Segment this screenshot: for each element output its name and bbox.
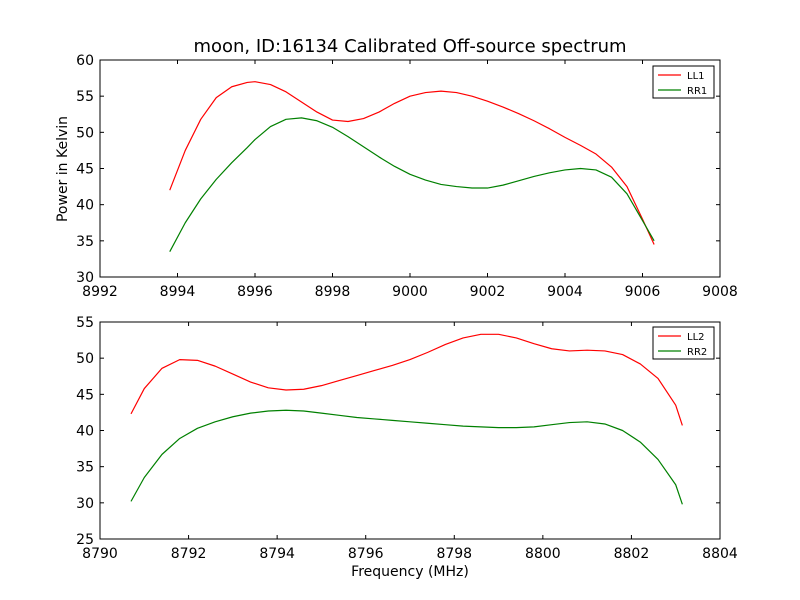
x-tick-label: 8798 [436, 546, 472, 562]
y-tick-label: 55 [76, 89, 94, 105]
x-axis-label: Frequency (MHz) [351, 564, 469, 580]
x-tick-label: 9008 [702, 284, 738, 300]
y-axis-label: Power in Kelvin [55, 116, 71, 222]
x-tick-label: 9006 [625, 284, 661, 300]
x-tick-label: 8998 [315, 284, 351, 300]
legend-label: RR1 [687, 86, 707, 97]
legend-box [652, 326, 715, 360]
y-tick-label: 45 [76, 162, 94, 178]
y-tick-label: 40 [76, 424, 94, 440]
bottom-panel: 8790 8792 8794 8796 8798 8800 8802 8804 25 30 35 40… [76, 315, 738, 562]
x-tick-label: 8996 [237, 284, 273, 300]
legend-label: LL1 [687, 71, 705, 82]
y-tick-label: 25 [76, 532, 94, 548]
y-tick-label: 55 [76, 315, 94, 331]
legend-label: RR2 [687, 347, 707, 358]
y-tick-label: 30 [76, 496, 94, 512]
x-tick-label: 8792 [171, 546, 207, 562]
series-line-ll2 [130, 333, 683, 426]
legend-box [652, 65, 715, 99]
x-tick-label: 9004 [547, 284, 583, 300]
series-line-rr1 [169, 117, 655, 252]
y-tick-label: 50 [76, 125, 94, 141]
x-tick-label: 8790 [82, 546, 118, 562]
x-tick-label: 9000 [392, 284, 428, 300]
series-line-rr2 [130, 409, 683, 505]
y-tick-label: 40 [76, 198, 94, 214]
series-line-ll1 [169, 81, 655, 245]
y-tick-label: 50 [76, 351, 94, 367]
chart-title: moon, ID:16134 Calibrated Off-source spe… [193, 36, 626, 57]
x-tick-label: 8802 [614, 546, 650, 562]
x-tick-label: 8800 [525, 546, 561, 562]
y-tick-label: 30 [76, 270, 94, 286]
y-tick-label: 60 [76, 53, 94, 69]
top-panel: 8992 8994 8996 8998 9000 9002 9004 9006 9008 30 35… [76, 53, 738, 300]
x-tick-label: 9002 [470, 284, 506, 300]
y-tick-label: 35 [76, 234, 94, 250]
y-tick-label: 35 [76, 460, 94, 476]
x-tick-label: 8794 [259, 546, 295, 562]
x-tick-label: 8994 [160, 284, 196, 300]
x-tick-label: 8796 [348, 546, 384, 562]
x-tick-label: 8804 [702, 546, 738, 562]
y-tick-label: 45 [76, 387, 94, 403]
legend-label: LL2 [687, 332, 705, 343]
x-tick-label: 8992 [82, 284, 118, 300]
